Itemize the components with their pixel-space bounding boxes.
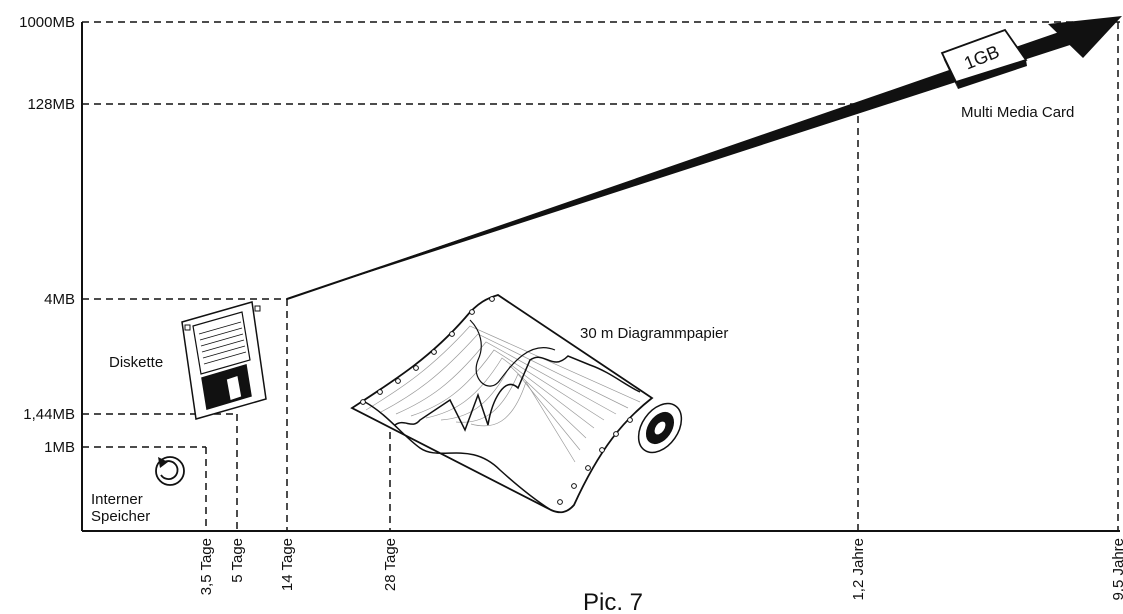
y-tick-1mb: 1MB: [44, 439, 75, 456]
y-tick-128mb: 128MB: [27, 96, 75, 113]
x-tick-1-2-jahre: 1,2 Jahre: [850, 538, 867, 601]
memory-card-icon: 1GB: [940, 28, 1028, 89]
y-tick-labels: 1000MB 128MB 4MB 1,44MB 1MB: [19, 14, 75, 456]
growth-arrowhead: [1048, 16, 1122, 58]
refresh-icon: [155, 456, 185, 486]
x-tick-28-tage: 28 Tage: [382, 538, 399, 591]
y-tick-1000mb: 1000MB: [19, 14, 75, 31]
guide-lines: [82, 21, 1120, 531]
x-tick-labels: 3,5 Tage 5 Tage 14 Tage 28 Tage 1,2 Jahr…: [198, 538, 1123, 601]
paper-trace: [394, 355, 641, 432]
paper-label: 30 m Diagrammpapier: [580, 325, 728, 342]
mmc-label: Multi Media Card: [961, 104, 1074, 121]
growth-arrow: [286, 16, 1122, 300]
chart-paper-roll-icon: [350, 294, 683, 514]
growth-wedge: [287, 31, 1070, 299]
x-tick-14-tage: 14 Tage: [279, 538, 296, 591]
floppy-label: Diskette: [109, 354, 163, 371]
y-tick-1-44mb: 1,44MB: [23, 406, 75, 423]
x-tick-9-5-jahre: 9,5 Jahre: [1110, 538, 1123, 601]
internal-memory-line1: Interner: [91, 491, 143, 508]
figure-caption: Pic. 7: [583, 589, 643, 614]
internal-memory-line2: Speicher: [91, 508, 150, 525]
internal-memory-label: Interner Speicher: [91, 491, 150, 525]
y-tick-4mb: 4MB: [44, 291, 75, 308]
x-tick-3-5-tage: 3,5 Tage: [198, 538, 215, 595]
axes: [81, 22, 1120, 532]
floppy-disk-icon: [181, 301, 267, 420]
x-tick-5-tage: 5 Tage: [229, 538, 246, 583]
